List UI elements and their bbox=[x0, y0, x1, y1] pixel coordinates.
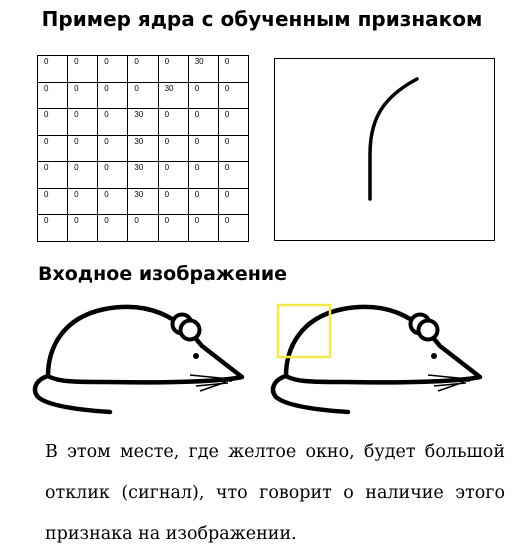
kernel-cell: 0 bbox=[97, 161, 129, 189]
kernel-cell: 0 bbox=[157, 161, 189, 189]
kernel-cell: 0 bbox=[127, 55, 159, 83]
kernel-row: 0 0 0 30 0 0 0 bbox=[36, 108, 250, 136]
kernel-cell: 30 bbox=[187, 55, 219, 83]
kernel-cell: 0 bbox=[36, 81, 69, 110]
kernel-cell: 0 bbox=[187, 134, 219, 163]
kernel-cell: 0 bbox=[67, 134, 99, 163]
kernel-cell: 0 bbox=[36, 187, 69, 216]
kernel-cell: 0 bbox=[217, 108, 250, 136]
kernel-cell: 0 bbox=[36, 214, 69, 242]
kernel-cell: 0 bbox=[187, 161, 219, 189]
kernel-cell: 30 bbox=[127, 161, 159, 189]
kernel-cell: 0 bbox=[157, 134, 189, 163]
kernel-cell: 0 bbox=[157, 187, 189, 216]
mouse-image-with-window bbox=[270, 303, 483, 415]
kernel-cell: 0 bbox=[127, 214, 159, 242]
kernel-cell: 0 bbox=[217, 81, 250, 110]
kernel-cell: 0 bbox=[36, 108, 69, 136]
kernel-cell: 30 bbox=[127, 134, 159, 163]
kernel-cell: 0 bbox=[67, 81, 99, 110]
kernel-cell: 0 bbox=[217, 134, 250, 163]
kernel-cell: 0 bbox=[36, 161, 69, 189]
kernel-row: 0 0 0 0 0 30 0 bbox=[36, 55, 250, 83]
kernel-cell: 0 bbox=[187, 214, 219, 242]
feature-visualization bbox=[274, 58, 495, 241]
input-image-heading: Входное изображение bbox=[38, 263, 288, 285]
kernel-cell: 0 bbox=[97, 134, 129, 163]
kernel-row: 0 0 0 30 0 0 0 bbox=[36, 187, 250, 216]
kernel-cell: 0 bbox=[36, 55, 69, 83]
mouse-image bbox=[32, 304, 245, 415]
feature-curve bbox=[368, 77, 419, 201]
kernel-cell: 0 bbox=[67, 187, 99, 216]
kernel-cell: 0 bbox=[157, 108, 189, 136]
caption-text: В этом месте, где желтое окно, будет бол… bbox=[45, 442, 505, 544]
kernel-cell: 0 bbox=[157, 214, 189, 242]
highlight-window bbox=[276, 303, 332, 359]
kernel-cell: 0 bbox=[217, 55, 250, 83]
kernel-row: 0 0 0 30 0 0 0 bbox=[36, 134, 250, 163]
kernel-cell: 0 bbox=[187, 81, 219, 110]
kernel-cell: 0 bbox=[187, 108, 219, 136]
kernel-cell: 0 bbox=[157, 55, 189, 83]
kernel-cell: 30 bbox=[157, 81, 189, 110]
kernel-cell: 0 bbox=[67, 108, 99, 136]
kernel-cell: 0 bbox=[67, 161, 99, 189]
kernel-cell: 0 bbox=[217, 187, 250, 216]
kernel-cell: 0 bbox=[67, 55, 99, 83]
kernel-cell: 0 bbox=[127, 81, 159, 110]
kernel-cell: 30 bbox=[127, 108, 159, 136]
kernel-row: 0 0 0 30 0 0 0 bbox=[36, 161, 250, 189]
kernel-cell: 0 bbox=[217, 214, 250, 242]
kernel-cell: 0 bbox=[187, 187, 219, 216]
kernel-cell: 0 bbox=[97, 187, 129, 216]
kernel-cell: 0 bbox=[36, 134, 69, 163]
kernel-cell: 0 bbox=[97, 81, 129, 110]
kernel-cell: 30 bbox=[127, 187, 159, 216]
kernel-cell: 0 bbox=[97, 55, 129, 83]
kernel-cell: 0 bbox=[97, 214, 129, 242]
kernel-cell: 0 bbox=[67, 214, 99, 242]
kernel-cell: 0 bbox=[217, 161, 250, 189]
kernel-matrix: 0 0 0 0 0 30 0 0 0 0 0 30 0 0 0 0 0 30 0 0 0 0 0 0 30 0 0 0 0 0 0 30 0 0 0… bbox=[36, 55, 250, 242]
kernel-cell: 0 bbox=[97, 108, 129, 136]
page-title: Пример ядра с обученным признаком bbox=[41, 7, 483, 31]
kernel-row: 0 0 0 0 30 0 0 bbox=[36, 81, 250, 110]
